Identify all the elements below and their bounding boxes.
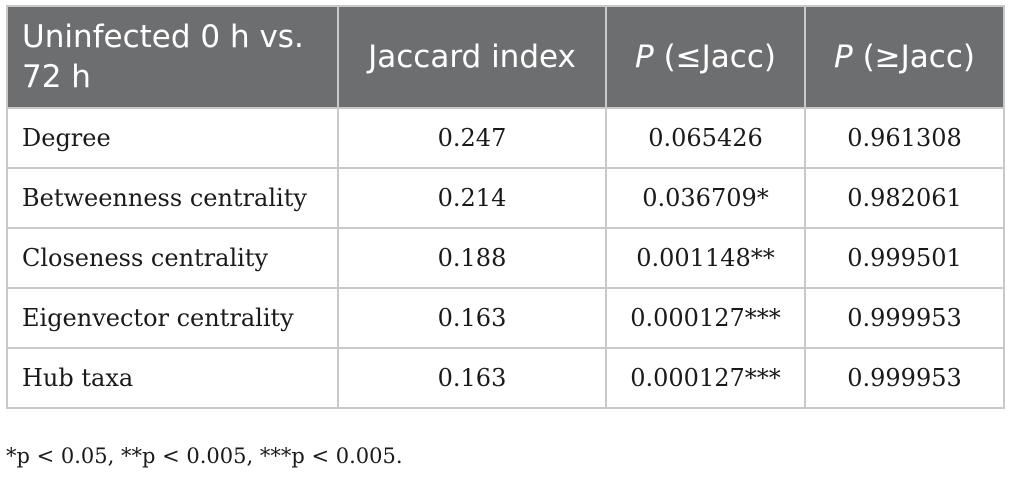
cell-p-ge: 0.961308 (804, 107, 1005, 169)
cell-p-le: 0.065426 (605, 107, 806, 169)
cell-p-ge: 0.999953 (804, 347, 1005, 409)
header-comparison: Uninfected 0 h vs. 72 h (6, 5, 339, 109)
header-p-le-symbol: P (635, 39, 654, 75)
header-p-ge-text: (≥Jacc) (852, 39, 975, 75)
table-row: Degree 0.247 0.065426 0.961308 (6, 107, 1005, 169)
table-body: Degree 0.247 0.065426 0.961308 Betweenne… (6, 107, 1005, 409)
header-row: Uninfected 0 h vs. 72 h Jaccard index P … (6, 5, 1005, 109)
header-p-ge-symbol: P (834, 39, 853, 75)
cell-p-le: 0.000127*** (605, 347, 806, 409)
jaccard-results-table: Uninfected 0 h vs. 72 h Jaccard index P … (6, 5, 1005, 409)
table-row: Eigenvector centrality 0.163 0.000127***… (6, 287, 1005, 349)
cell-p-ge: 0.999501 (804, 227, 1005, 289)
cell-metric: Betweenness centrality (6, 167, 339, 229)
cell-metric: Hub taxa (6, 347, 339, 409)
table-row: Hub taxa 0.163 0.000127*** 0.999953 (6, 347, 1005, 409)
header-jaccard-index: Jaccard index (337, 5, 607, 109)
cell-metric: Closeness centrality (6, 227, 339, 289)
cell-jaccard: 0.188 (337, 227, 607, 289)
table-footnote: *p < 0.05, **p < 0.005, ***p < 0.005. (6, 444, 403, 468)
cell-jaccard: 0.163 (337, 347, 607, 409)
results-table-container: Uninfected 0 h vs. 72 h Jaccard index P … (6, 5, 1005, 409)
cell-p-le: 0.000127*** (605, 287, 806, 349)
table-header: Uninfected 0 h vs. 72 h Jaccard index P … (6, 5, 1005, 109)
cell-jaccard: 0.214 (337, 167, 607, 229)
cell-metric: Degree (6, 107, 339, 169)
cell-metric: Eigenvector centrality (6, 287, 339, 349)
header-p-le-text: (≤Jacc) (653, 39, 776, 75)
cell-jaccard: 0.163 (337, 287, 607, 349)
table-row: Closeness centrality 0.188 0.001148** 0.… (6, 227, 1005, 289)
table-row: Betweenness centrality 0.214 0.036709* 0… (6, 167, 1005, 229)
header-p-ge-jacc: P (≥Jacc) (804, 5, 1005, 109)
cell-p-ge: 0.999953 (804, 287, 1005, 349)
cell-p-ge: 0.982061 (804, 167, 1005, 229)
cell-jaccard: 0.247 (337, 107, 607, 169)
cell-p-le: 0.036709* (605, 167, 806, 229)
cell-p-le: 0.001148** (605, 227, 806, 289)
header-p-le-jacc: P (≤Jacc) (605, 5, 806, 109)
